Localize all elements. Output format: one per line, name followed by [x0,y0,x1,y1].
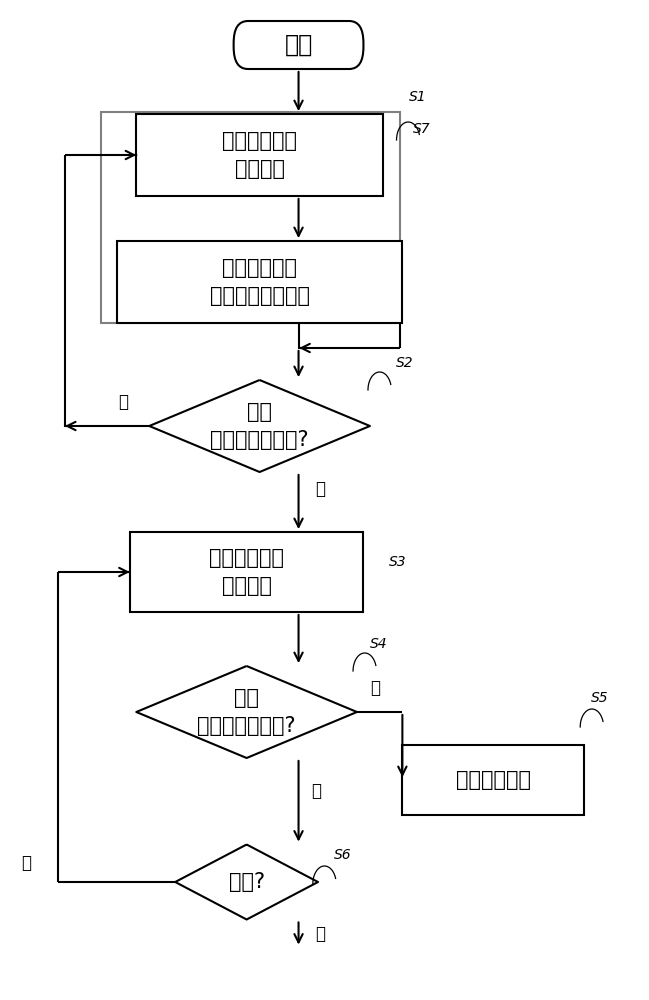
Text: 产生开启信号: 产生开启信号 [456,770,531,790]
Text: 物体
位于安全距离外?: 物体 位于安全距离外? [197,688,296,736]
Text: S4: S4 [370,637,387,651]
Text: 否: 否 [21,854,31,872]
Text: S3: S3 [389,555,407,569]
Text: 第二感应单元
感应物体: 第二感应单元 感应物体 [209,548,284,596]
Text: 否: 否 [118,393,129,411]
Bar [117,241,402,323]
Text: S5: S5 [591,691,608,705]
Text: 开始: 开始 [284,33,313,57]
Bar [136,114,383,196]
Text: 逾时?: 逾时? [228,872,265,892]
Text: 是: 是 [315,924,324,942]
Bar [130,532,363,612]
Text: 第一感应单元
感应物体: 第一感应单元 感应物体 [222,131,297,179]
Bar [402,745,584,815]
Text: 物体
位于操作距离内?: 物体 位于操作距离内? [210,402,309,450]
Text: S2: S2 [396,356,413,370]
Bar [101,112,400,323]
Text: S7: S7 [413,122,431,136]
Text: 否: 否 [312,782,321,800]
Text: S1: S1 [409,90,426,104]
Text: 是: 是 [315,480,324,498]
FancyBboxPatch shape [234,21,363,69]
Text: 第一感应单元
动态调整感应距离: 第一感应单元 动态调整感应距离 [210,258,310,306]
Text: S6: S6 [334,848,352,862]
Text: 是: 是 [370,679,380,697]
